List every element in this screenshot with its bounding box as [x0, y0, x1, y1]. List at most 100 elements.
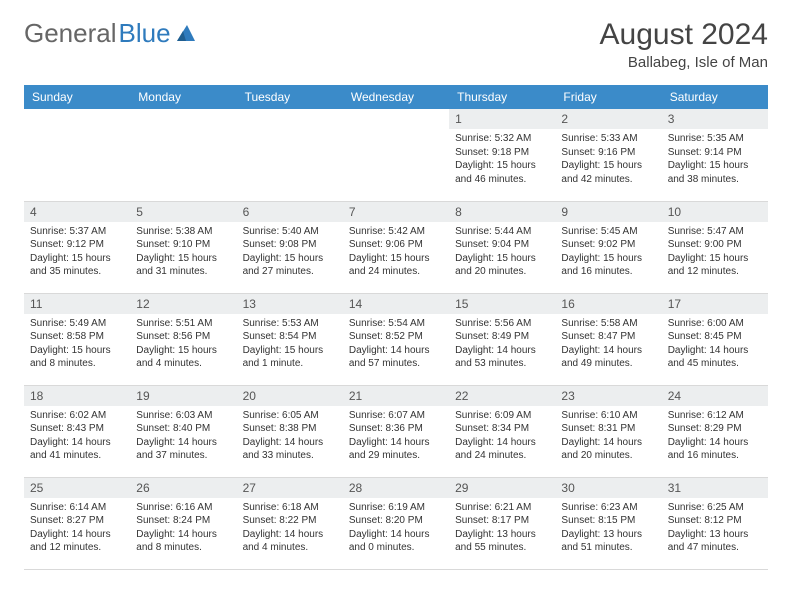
daylight-line: Daylight: 14 hours and 53 minutes. — [455, 344, 549, 371]
daylight-line: Daylight: 14 hours and 20 minutes. — [561, 436, 655, 463]
day-details: Sunrise: 5:33 AMSunset: 9:16 PMDaylight:… — [555, 129, 661, 190]
day-number: 29 — [449, 478, 555, 498]
sunset-line: Sunset: 9:10 PM — [136, 238, 230, 252]
sunrise-line: Sunrise: 5:53 AM — [243, 317, 337, 331]
brand-part2: Blue — [119, 18, 171, 49]
sunset-line: Sunset: 8:12 PM — [668, 514, 762, 528]
sunrise-line: Sunrise: 5:33 AM — [561, 132, 655, 146]
day-number: 31 — [662, 478, 768, 498]
sunrise-line: Sunrise: 5:44 AM — [455, 225, 549, 239]
sunset-line: Sunset: 8:38 PM — [243, 422, 337, 436]
day-number: 6 — [237, 202, 343, 222]
sunrise-line: Sunrise: 6:23 AM — [561, 501, 655, 515]
calendar-cell: 10Sunrise: 5:47 AMSunset: 9:00 PMDayligh… — [662, 201, 768, 293]
weekday-header: Monday — [130, 85, 236, 109]
day-number: 17 — [662, 294, 768, 314]
daylight-line: Daylight: 14 hours and 29 minutes. — [349, 436, 443, 463]
day-details: Sunrise: 5:40 AMSunset: 9:08 PMDaylight:… — [237, 222, 343, 283]
sunset-line: Sunset: 8:36 PM — [349, 422, 443, 436]
day-details: Sunrise: 6:14 AMSunset: 8:27 PMDaylight:… — [24, 498, 130, 559]
day-details: Sunrise: 5:53 AMSunset: 8:54 PMDaylight:… — [237, 314, 343, 375]
day-number: 26 — [130, 478, 236, 498]
daylight-line: Daylight: 15 hours and 16 minutes. — [561, 252, 655, 279]
calendar-cell — [130, 109, 236, 201]
sunset-line: Sunset: 8:31 PM — [561, 422, 655, 436]
sunrise-line: Sunrise: 5:51 AM — [136, 317, 230, 331]
sunrise-line: Sunrise: 5:32 AM — [455, 132, 549, 146]
daylight-line: Daylight: 15 hours and 27 minutes. — [243, 252, 337, 279]
calendar-cell: 4Sunrise: 5:37 AMSunset: 9:12 PMDaylight… — [24, 201, 130, 293]
sunset-line: Sunset: 8:47 PM — [561, 330, 655, 344]
sunset-line: Sunset: 8:52 PM — [349, 330, 443, 344]
sunset-line: Sunset: 9:08 PM — [243, 238, 337, 252]
calendar-cell: 25Sunrise: 6:14 AMSunset: 8:27 PMDayligh… — [24, 477, 130, 569]
sunrise-line: Sunrise: 6:25 AM — [668, 501, 762, 515]
day-number: 7 — [343, 202, 449, 222]
calendar-cell — [343, 109, 449, 201]
daylight-line: Daylight: 15 hours and 31 minutes. — [136, 252, 230, 279]
sunrise-line: Sunrise: 6:16 AM — [136, 501, 230, 515]
daylight-line: Daylight: 14 hours and 16 minutes. — [668, 436, 762, 463]
calendar-cell: 7Sunrise: 5:42 AMSunset: 9:06 PMDaylight… — [343, 201, 449, 293]
day-details: Sunrise: 5:45 AMSunset: 9:02 PMDaylight:… — [555, 222, 661, 283]
sunset-line: Sunset: 9:14 PM — [668, 146, 762, 160]
weekday-header: Thursday — [449, 85, 555, 109]
day-details: Sunrise: 6:02 AMSunset: 8:43 PMDaylight:… — [24, 406, 130, 467]
month-title: August 2024 — [600, 18, 768, 52]
sunset-line: Sunset: 8:22 PM — [243, 514, 337, 528]
sunset-line: Sunset: 8:17 PM — [455, 514, 549, 528]
day-details: Sunrise: 6:09 AMSunset: 8:34 PMDaylight:… — [449, 406, 555, 467]
calendar-cell: 13Sunrise: 5:53 AMSunset: 8:54 PMDayligh… — [237, 293, 343, 385]
sunrise-line: Sunrise: 5:49 AM — [30, 317, 124, 331]
day-number: 18 — [24, 386, 130, 406]
daylight-line: Daylight: 15 hours and 4 minutes. — [136, 344, 230, 371]
day-number: 20 — [237, 386, 343, 406]
day-number: 14 — [343, 294, 449, 314]
day-number: 12 — [130, 294, 236, 314]
sunset-line: Sunset: 9:18 PM — [455, 146, 549, 160]
sunrise-line: Sunrise: 5:42 AM — [349, 225, 443, 239]
sunrise-line: Sunrise: 6:03 AM — [136, 409, 230, 423]
weekday-header: Sunday — [24, 85, 130, 109]
calendar-header-row: SundayMondayTuesdayWednesdayThursdayFrid… — [24, 85, 768, 109]
day-number: 25 — [24, 478, 130, 498]
day-details: Sunrise: 5:42 AMSunset: 9:06 PMDaylight:… — [343, 222, 449, 283]
day-details: Sunrise: 6:03 AMSunset: 8:40 PMDaylight:… — [130, 406, 236, 467]
day-details: Sunrise: 6:07 AMSunset: 8:36 PMDaylight:… — [343, 406, 449, 467]
day-number: 15 — [449, 294, 555, 314]
location: Ballabeg, Isle of Man — [600, 54, 768, 71]
calendar-table: SundayMondayTuesdayWednesdayThursdayFrid… — [24, 85, 768, 570]
calendar-cell: 6Sunrise: 5:40 AMSunset: 9:08 PMDaylight… — [237, 201, 343, 293]
day-details: Sunrise: 6:12 AMSunset: 8:29 PMDaylight:… — [662, 406, 768, 467]
sunrise-line: Sunrise: 6:05 AM — [243, 409, 337, 423]
calendar-cell: 28Sunrise: 6:19 AMSunset: 8:20 PMDayligh… — [343, 477, 449, 569]
header: GeneralBlue August 2024 Ballabeg, Isle o… — [24, 18, 768, 71]
day-details: Sunrise: 6:16 AMSunset: 8:24 PMDaylight:… — [130, 498, 236, 559]
calendar-cell: 3Sunrise: 5:35 AMSunset: 9:14 PMDaylight… — [662, 109, 768, 201]
day-number: 11 — [24, 294, 130, 314]
daylight-line: Daylight: 13 hours and 55 minutes. — [455, 528, 549, 555]
sunrise-line: Sunrise: 6:10 AM — [561, 409, 655, 423]
daylight-line: Daylight: 15 hours and 20 minutes. — [455, 252, 549, 279]
day-number: 1 — [449, 109, 555, 129]
day-details: Sunrise: 6:10 AMSunset: 8:31 PMDaylight:… — [555, 406, 661, 467]
title-block: August 2024 Ballabeg, Isle of Man — [600, 18, 768, 71]
day-details: Sunrise: 5:51 AMSunset: 8:56 PMDaylight:… — [130, 314, 236, 375]
daylight-line: Daylight: 14 hours and 24 minutes. — [455, 436, 549, 463]
daylight-line: Daylight: 15 hours and 42 minutes. — [561, 159, 655, 186]
sunset-line: Sunset: 9:06 PM — [349, 238, 443, 252]
calendar-cell: 5Sunrise: 5:38 AMSunset: 9:10 PMDaylight… — [130, 201, 236, 293]
calendar-cell: 31Sunrise: 6:25 AMSunset: 8:12 PMDayligh… — [662, 477, 768, 569]
daylight-line: Daylight: 14 hours and 4 minutes. — [243, 528, 337, 555]
day-details: Sunrise: 6:05 AMSunset: 8:38 PMDaylight:… — [237, 406, 343, 467]
day-number: 10 — [662, 202, 768, 222]
day-number: 9 — [555, 202, 661, 222]
sunrise-line: Sunrise: 6:00 AM — [668, 317, 762, 331]
sunset-line: Sunset: 8:40 PM — [136, 422, 230, 436]
calendar-cell: 11Sunrise: 5:49 AMSunset: 8:58 PMDayligh… — [24, 293, 130, 385]
sunrise-line: Sunrise: 5:35 AM — [668, 132, 762, 146]
day-number: 5 — [130, 202, 236, 222]
brand-logo: GeneralBlue — [24, 18, 197, 49]
calendar-week-row: 18Sunrise: 6:02 AMSunset: 8:43 PMDayligh… — [24, 385, 768, 477]
daylight-line: Daylight: 14 hours and 33 minutes. — [243, 436, 337, 463]
